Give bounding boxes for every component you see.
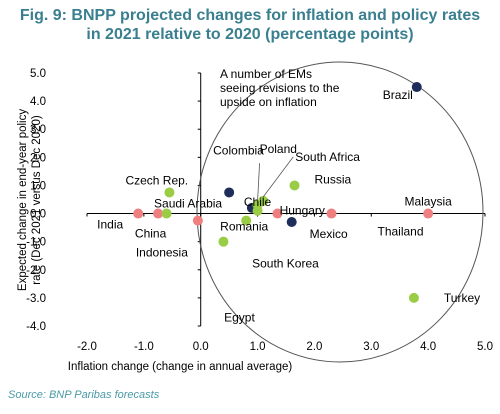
label-russia: Russia <box>315 172 352 186</box>
point-romania <box>241 215 252 226</box>
x-axis-title: Inflation change (change in annual avera… <box>68 361 293 373</box>
point-egypt <box>218 236 229 247</box>
y-tick-label: -1.0 <box>26 237 46 249</box>
point-south-korea <box>272 208 283 219</box>
point-thailand <box>326 208 337 219</box>
x-tick-label: -2.0 <box>77 341 97 353</box>
point-russia <box>289 180 300 191</box>
axes-group: 5.0 4.0 3.0 2.0 1.0 0.0 -1.0 -2.0 -3.0 -4.0 -2.0 -1… <box>17 68 493 373</box>
point-colombia <box>224 187 235 198</box>
points-group <box>133 82 434 303</box>
chart-title-line-1: Fig. 9: BNPP projected changes for infla… <box>19 7 481 24</box>
y-tick-label: 2.0 <box>30 152 46 164</box>
y-axis-title: Expected change in end-year policy rate (… <box>17 109 43 291</box>
ellipse-layer: A number of EMs seeing revisions to the up… <box>196 61 484 363</box>
leader-south-africa <box>262 156 294 198</box>
label-colombia: Colombia <box>213 143 264 157</box>
label-indonesia: Indonesia <box>136 246 188 260</box>
source-note: Source: BNP Paribas forecasts <box>8 389 160 401</box>
point-india <box>133 208 144 219</box>
annotation-line: seeing revisions to the <box>220 81 340 95</box>
x-tick-label: 3.0 <box>363 341 379 353</box>
y-tick-label: -2.0 <box>26 265 46 277</box>
point-china <box>161 208 172 219</box>
label-india: India <box>97 218 123 232</box>
point-hungary <box>252 205 263 216</box>
point-saudi-arabia <box>153 208 164 219</box>
x-tick-label: 5.0 <box>477 341 493 353</box>
label-egypt: Egypt <box>224 311 255 325</box>
point-brazil <box>411 82 422 93</box>
point-mexico <box>286 216 297 227</box>
label-thailand: Thailand <box>377 225 423 239</box>
y-tick-label: -4.0 <box>26 321 46 333</box>
label-china: China <box>135 227 167 241</box>
label-south-africa: South Africa <box>295 150 360 164</box>
chart-title-line-2: in 2021 relative to 2020 (percentage poi… <box>86 26 414 43</box>
y-tick-label: 4.0 <box>30 96 46 108</box>
point-czech-rep <box>164 187 175 198</box>
label-saudi-arabia: Saudi Arabia <box>154 197 222 211</box>
annotation-line: upside on inflation <box>220 95 317 109</box>
annotation-line: A number of EMs <box>220 67 312 81</box>
x-tick-label: -1.0 <box>134 341 154 353</box>
y-tick-label: 0.0 <box>30 209 46 221</box>
point-malaysia <box>423 208 434 219</box>
point-indonesia <box>192 215 203 226</box>
y-tick-label: 5.0 <box>30 68 46 80</box>
label-brazil: Brazil <box>383 88 413 102</box>
x-tick-label: 4.0 <box>420 341 436 353</box>
y-tick-label: 1.0 <box>30 180 46 192</box>
x-tick-label: 2.0 <box>306 341 322 353</box>
label-south-korea: South Korea <box>252 257 319 271</box>
x-tick-label: 1.0 <box>250 341 266 353</box>
y-axis-title-line-2: rate (Dec 2021 versus Dec 2020) <box>31 115 43 285</box>
highlight-ellipse <box>196 61 484 363</box>
label-chile: Chile <box>244 195 272 209</box>
label-mexico: Mexico <box>310 227 348 241</box>
chart-title: Fig. 9: BNPP projected changes for infla… <box>0 6 500 44</box>
y-tick-label: 3.0 <box>30 124 46 136</box>
x-tick-label: 0.0 <box>193 341 209 353</box>
point-south-africa <box>258 195 269 206</box>
label-poland: Poland <box>260 142 297 156</box>
leader-poland <box>257 163 260 202</box>
annotation: A number of EMs seeing revisions to the up… <box>220 67 340 109</box>
label-czech-rep: Czech Rep. <box>125 173 188 187</box>
label-malaysia: Malaysia <box>404 195 452 209</box>
point-turkey <box>408 292 419 303</box>
label-romania: Romania <box>220 220 268 234</box>
label-hungary: Hungary <box>280 204 325 218</box>
y-axis-title-line-1: Expected change in end-year policy <box>17 109 29 291</box>
y-tick-label: -3.0 <box>26 293 46 305</box>
label-turkey: Turkey <box>444 291 480 305</box>
